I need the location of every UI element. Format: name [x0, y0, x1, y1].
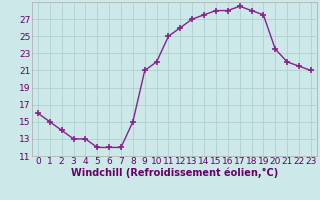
X-axis label: Windchill (Refroidissement éolien,°C): Windchill (Refroidissement éolien,°C): [71, 168, 278, 178]
